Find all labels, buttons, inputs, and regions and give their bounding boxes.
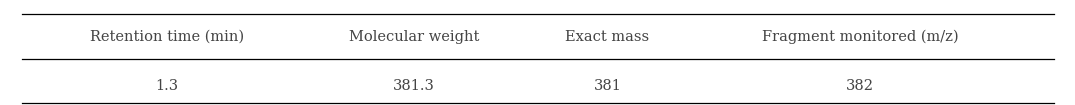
Text: Exact mass: Exact mass — [565, 30, 649, 44]
Text: Retention time (min): Retention time (min) — [89, 30, 244, 44]
Text: 1.3: 1.3 — [155, 79, 178, 93]
Text: 381.3: 381.3 — [393, 79, 434, 93]
Text: 382: 382 — [846, 79, 874, 93]
Text: 381: 381 — [593, 79, 621, 93]
Text: Molecular weight: Molecular weight — [348, 30, 479, 44]
Text: Fragment monitored (m/z): Fragment monitored (m/z) — [762, 30, 958, 44]
